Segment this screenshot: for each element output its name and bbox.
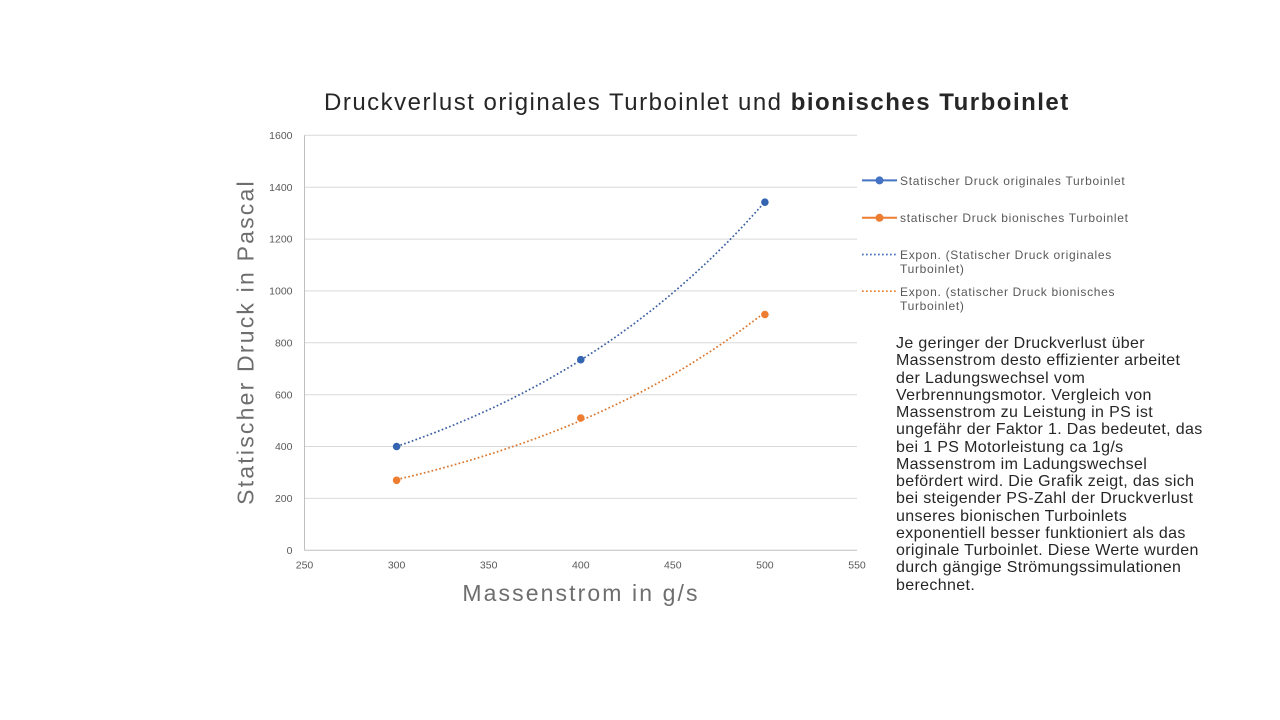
svg-text:500: 500 — [756, 560, 774, 572]
svg-text:400: 400 — [275, 441, 293, 453]
svg-text:0: 0 — [287, 545, 293, 557]
svg-text:300: 300 — [388, 560, 406, 572]
svg-text:800: 800 — [275, 337, 293, 349]
svg-text:200: 200 — [275, 493, 293, 505]
svg-text:1600: 1600 — [269, 130, 293, 142]
svg-text:450: 450 — [664, 560, 682, 572]
svg-text:550: 550 — [848, 560, 866, 572]
svg-text:1000: 1000 — [269, 286, 293, 298]
svg-text:600: 600 — [275, 389, 293, 401]
svg-text:400: 400 — [572, 560, 590, 572]
svg-text:250: 250 — [296, 560, 314, 572]
svg-text:1400: 1400 — [269, 182, 293, 194]
svg-text:350: 350 — [480, 560, 498, 572]
svg-text:1200: 1200 — [269, 234, 293, 246]
